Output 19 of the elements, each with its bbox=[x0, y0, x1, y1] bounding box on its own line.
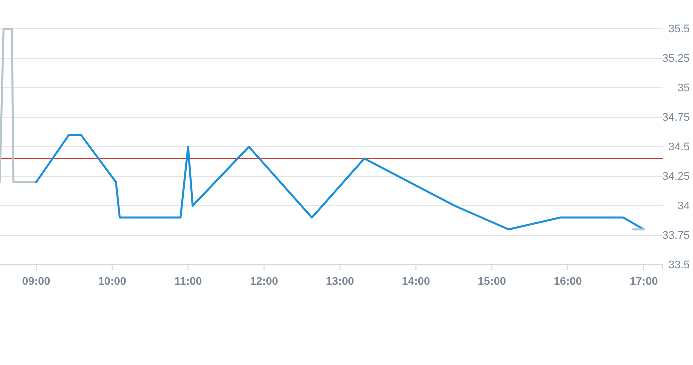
y-tick-label: 34.25 bbox=[662, 171, 690, 184]
x-tick-label: 10:00 bbox=[98, 276, 126, 288]
x-tick-label: 09:00 bbox=[22, 276, 51, 288]
x-tick-label: 11:00 bbox=[174, 276, 202, 288]
y-tick-label: 33.75 bbox=[662, 230, 690, 242]
y-tick-label: 35.25 bbox=[662, 53, 690, 66]
x-tick-label: 17:00 bbox=[630, 276, 658, 288]
y-tick-label: 35.5 bbox=[668, 24, 690, 36]
y-tick-label: 35 bbox=[678, 82, 690, 95]
x-tick-label: 14:00 bbox=[402, 276, 430, 288]
y-tick-label: 34 bbox=[678, 200, 690, 213]
x-tick-label: 13:00 bbox=[326, 276, 354, 288]
y-tick-label: 34.75 bbox=[662, 112, 690, 124]
y-tick-label: 34.5 bbox=[668, 142, 690, 154]
y-tick-label: 33.5 bbox=[668, 260, 690, 272]
x-tick-label: 16:00 bbox=[554, 276, 582, 288]
x-tick-label: 12:00 bbox=[250, 276, 278, 288]
line-series bbox=[35, 134, 646, 231]
x-tick-label: 15:00 bbox=[478, 276, 506, 288]
